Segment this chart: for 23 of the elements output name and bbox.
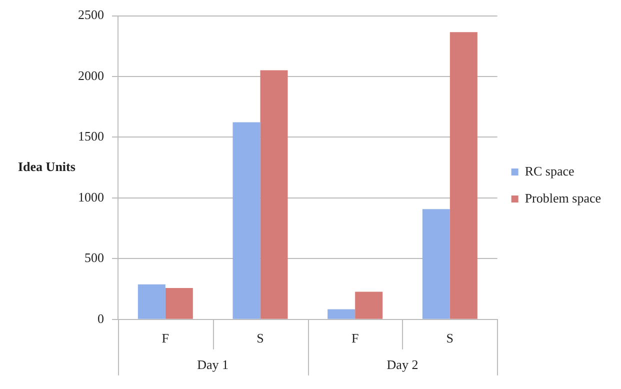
y-tick-label: 2000 [78,68,104,83]
bar [138,284,166,319]
legend-label: Problem space [524,190,602,206]
bar [422,209,450,319]
bar [328,309,356,319]
y-tick-label: 1500 [78,128,104,144]
bar [355,292,383,319]
bar [232,122,260,319]
y-tick-label: 0 [98,310,104,326]
x-tick-label: S [446,330,454,346]
y-tick-label: 1000 [78,189,104,204]
y-tick-label: 500 [84,250,104,266]
y-tick-label: 2500 [78,7,104,22]
bar [165,288,193,319]
bar [450,32,478,319]
text: Day 1 [197,356,229,372]
x-tick-label: S [256,330,264,346]
x-tick-label: F [351,330,359,346]
text: Day 2 [386,356,418,372]
bar [260,70,288,319]
x-tick-label: F [162,330,170,346]
y-axis-title: Idea Units [18,158,76,174]
legend-label: RC space [524,163,575,178]
